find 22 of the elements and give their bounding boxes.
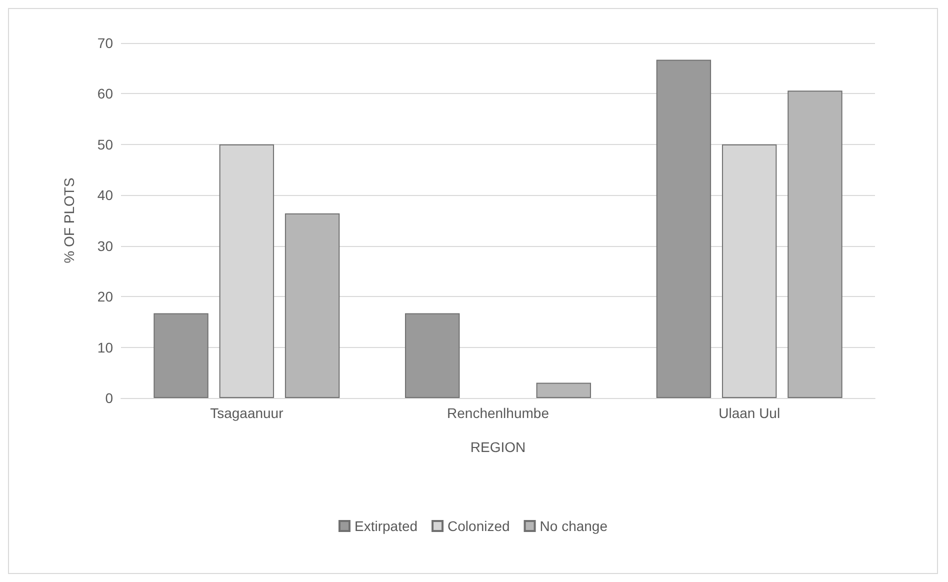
bar	[536, 382, 591, 398]
bar	[656, 60, 712, 398]
x-axis-title: REGION	[470, 439, 526, 455]
x-tick-label: Ulaan Uul	[718, 405, 780, 421]
legend-label: Extirpated	[354, 518, 418, 534]
y-tick-label: 40	[97, 187, 114, 204]
y-tick-label: 30	[97, 238, 114, 254]
y-tick-label: 10	[97, 339, 114, 356]
y-tick-label: 0	[105, 390, 114, 406]
y-tick-label: 70	[97, 35, 114, 51]
bar	[788, 90, 842, 398]
legend-label: No change	[540, 518, 608, 534]
y-tick-label: 50	[97, 136, 114, 152]
y-axis-title: % OF PLOTS	[61, 178, 77, 264]
y-tick-label: 60	[97, 86, 114, 102]
x-tick-label: Tsagaanuur	[210, 405, 284, 421]
legend-label: Colonized	[448, 518, 510, 534]
x-tick-label: Renchenlhumbe	[447, 405, 550, 421]
bar	[284, 213, 340, 398]
bar	[405, 313, 460, 398]
bar	[154, 313, 208, 398]
y-tick-label: 20	[97, 288, 114, 305]
